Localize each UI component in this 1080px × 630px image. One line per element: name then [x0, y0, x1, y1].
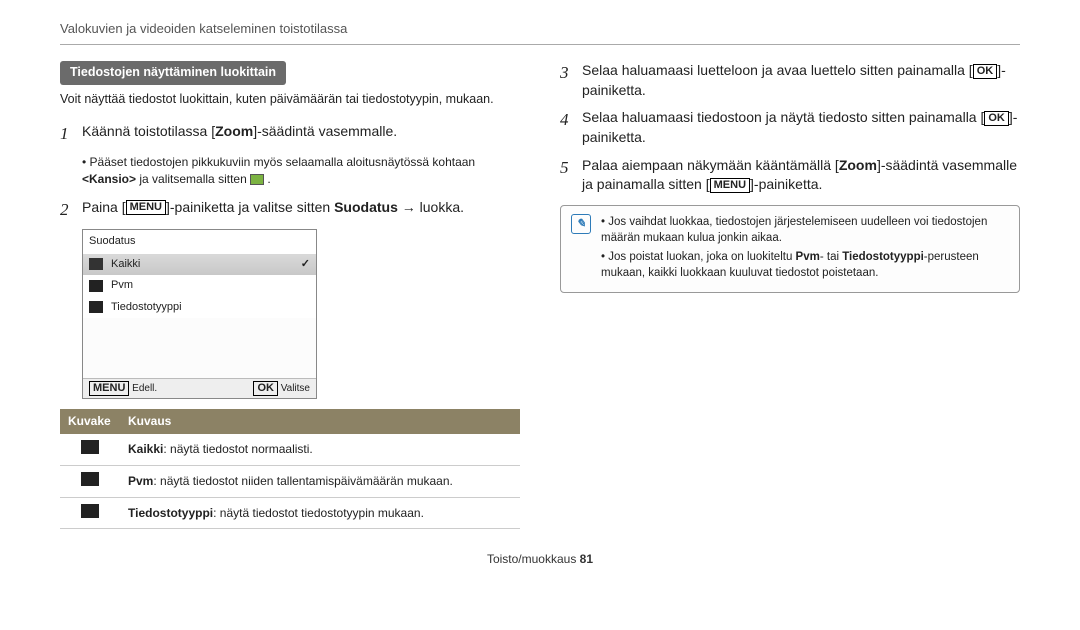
table-row: Kaikki: näytä tiedostot normaalisti.: [60, 434, 520, 465]
screen-footer: MENU Edell. OK Valitse: [83, 378, 316, 398]
step-3: 3 Selaa haluamaasi luetteloon ja avaa lu…: [560, 61, 1020, 100]
note-box: ✎ Jos vaihdat luokkaa, tiedostojen järje…: [560, 205, 1020, 293]
filetype-icon: [81, 504, 99, 518]
date-icon: [81, 472, 99, 486]
step-1: 1 Käännä toistotilassa [Zoom]-säädintä v…: [60, 122, 520, 146]
screen-row-filetype: Tiedostotyyppi: [83, 297, 316, 318]
section-label: Tiedostojen näyttäminen luokittain: [60, 61, 286, 85]
page-footer: Toisto/muokkaus 81: [60, 551, 1020, 568]
step1-post: ]-säädintä vasemmalle.: [253, 123, 397, 139]
left-column: Tiedostojen näyttäminen luokittain Voit …: [60, 61, 520, 529]
note-item: Jos poistat luokan, joka on luokiteltu P…: [601, 249, 1009, 281]
step-4: 4 Selaa haluamaasi tiedostoon ja näytä t…: [560, 108, 1020, 147]
note-item: Jos vaihdat luokkaa, tiedostojen järjest…: [601, 214, 1009, 246]
step-number: 3: [560, 61, 582, 100]
filetype-icon: [89, 301, 103, 313]
note-icon: ✎: [571, 214, 591, 234]
check-icon: ✓: [301, 257, 310, 272]
legend-table: Kuvake Kuvaus Kaikki: näytä tiedostot no…: [60, 409, 520, 529]
step1-pre: Käännä toistotilassa [: [82, 123, 215, 139]
ok-button-icon: OK: [253, 381, 278, 396]
step-number: 2: [60, 198, 82, 222]
step-number: 4: [560, 108, 582, 147]
all-icon: [89, 258, 103, 270]
all-icon: [81, 440, 99, 454]
table-row: Pvm: näytä tiedostot niiden tallentamisp…: [60, 465, 520, 497]
screen-row-date: Pvm: [83, 275, 316, 296]
legend-header-desc: Kuvaus: [120, 409, 520, 434]
legend-header-icon: Kuvake: [60, 409, 120, 434]
menu-button-icon: MENU: [710, 178, 750, 193]
step-number: 5: [560, 156, 582, 195]
content-columns: Tiedostojen näyttäminen luokittain Voit …: [60, 61, 1020, 529]
right-column: 3 Selaa haluamaasi luetteloon ja avaa lu…: [560, 61, 1020, 529]
step1-sub: Pääset tiedostojen pikkukuviin myös sela…: [82, 154, 520, 188]
date-icon: [89, 280, 103, 292]
step-number: 1: [60, 122, 82, 146]
intro-text: Voit näyttää tiedostot luokittain, kuten…: [60, 91, 520, 109]
step-2: 2 Paina [MENU]-painiketta ja valitse sit…: [60, 198, 520, 222]
step1-bold: Zoom: [215, 123, 253, 139]
page-header: Valokuvien ja videoiden katseleminen toi…: [60, 20, 1020, 45]
step-5: 5 Palaa aiempaan näkymään kääntämällä [Z…: [560, 156, 1020, 195]
camera-screen: Suodatus Kaikki ✓ Pvm Tiedostotyyppi: [82, 229, 317, 399]
picture-icon: [250, 174, 264, 185]
ok-button-icon: OK: [973, 64, 998, 79]
table-row: Tiedostotyyppi: näytä tiedostot tiedosto…: [60, 497, 520, 529]
screen-row-all: Kaikki ✓: [83, 254, 316, 275]
screen-title: Suodatus: [83, 230, 316, 253]
ok-button-icon: OK: [984, 111, 1009, 126]
menu-button-icon: MENU: [89, 381, 129, 396]
menu-button-icon: MENU: [126, 200, 166, 215]
